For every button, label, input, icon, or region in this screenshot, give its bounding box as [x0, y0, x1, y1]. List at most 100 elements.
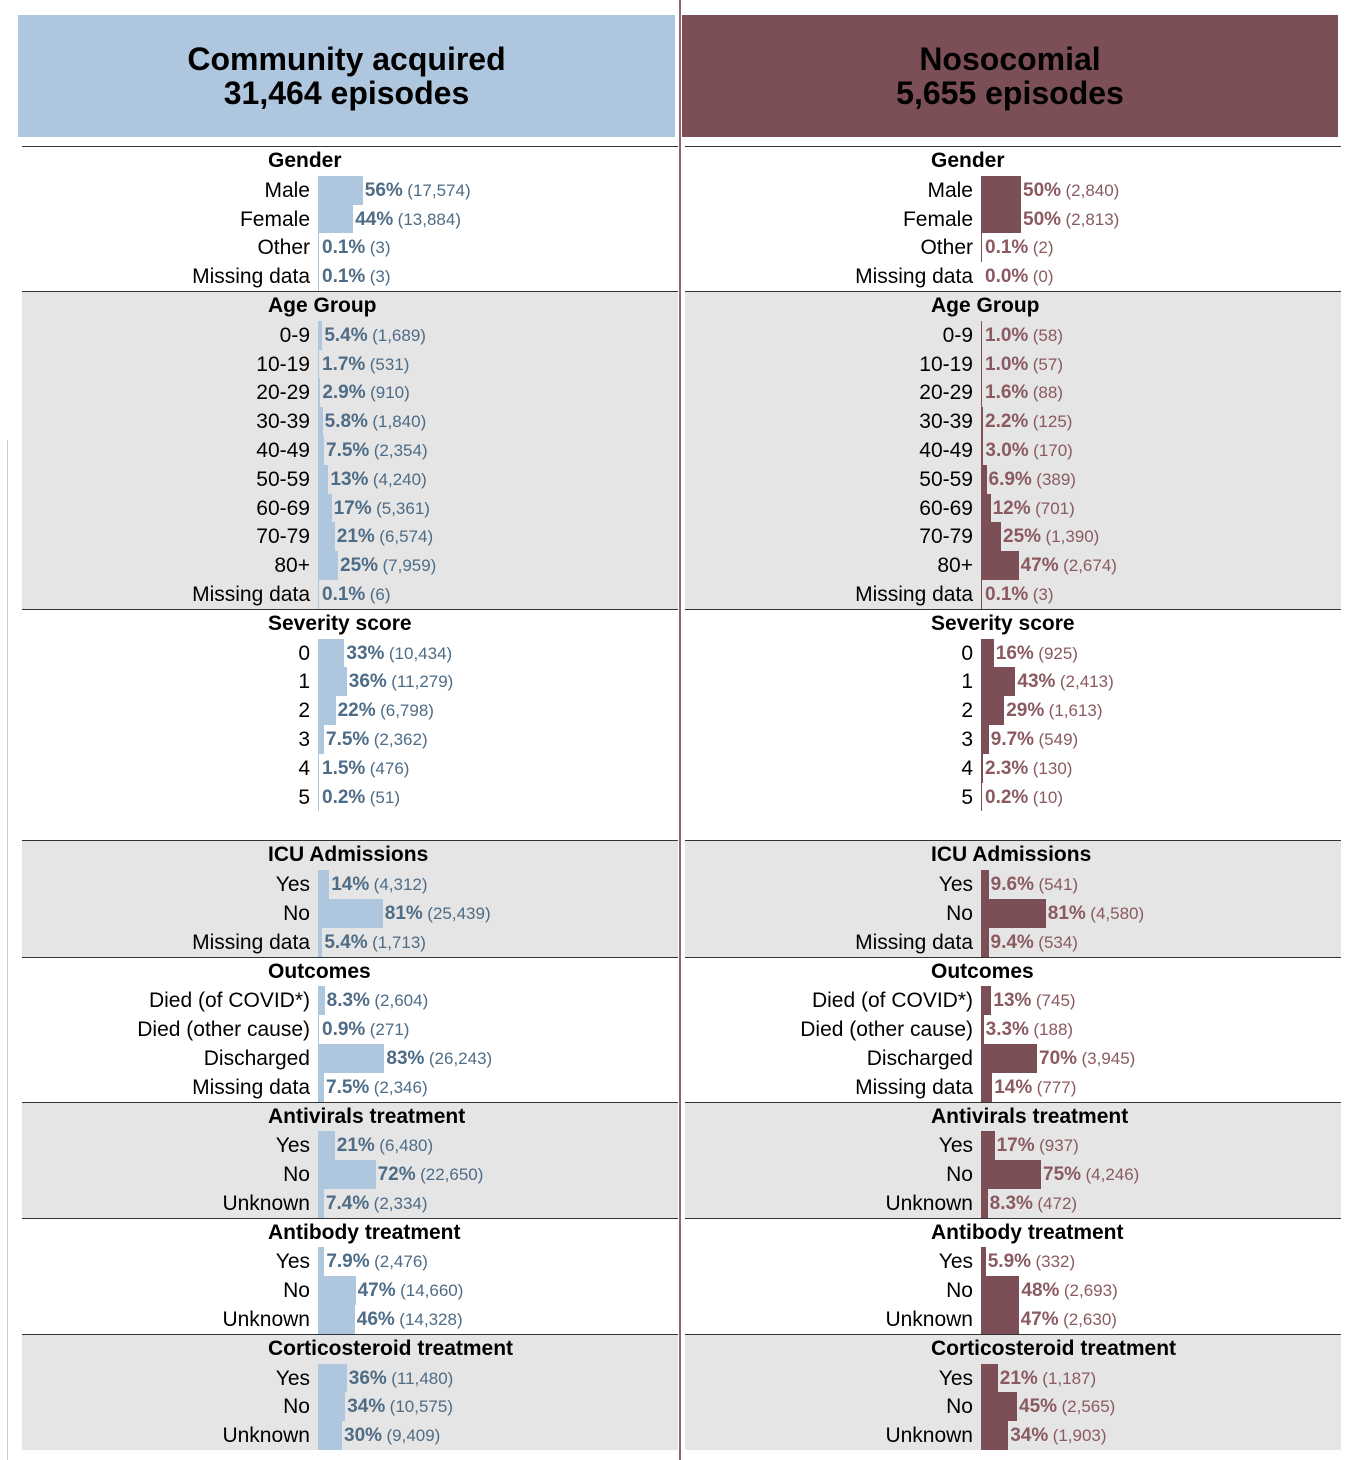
row-label: Missing data — [192, 1075, 310, 1099]
section-title-row: Severity score — [22, 610, 678, 639]
value-text: 9.6% (541) — [991, 870, 1078, 901]
section-title: Outcomes — [268, 959, 371, 983]
row-label: 60-69 — [256, 496, 310, 520]
row: 20-29 1.6% (88) — [685, 378, 1341, 408]
percent-label: 13% — [330, 468, 369, 490]
row: Other 0.1% (2) — [685, 233, 1341, 263]
bar — [981, 927, 989, 957]
row-label: No — [283, 1279, 310, 1303]
count-label: (26,243) — [428, 1048, 493, 1068]
count-label: (6,798) — [380, 701, 434, 721]
percent-label: 13% — [993, 990, 1032, 1012]
row-label: No — [283, 901, 310, 925]
percent-label: 46% — [356, 1309, 395, 1331]
value-text: 21% (1,187) — [1000, 1364, 1096, 1395]
count-label: (1,390) — [1045, 527, 1100, 547]
row: 0 33% (10,434) — [22, 638, 678, 670]
count-label: (476) — [369, 758, 410, 778]
percent-label: 29% — [1006, 700, 1045, 722]
value-text: 12% (701) — [993, 494, 1075, 525]
section: Gender Male 50% (2,840) Female 50% (2,813) Ot… — [685, 146, 1341, 291]
percent-label: 1.0% — [985, 353, 1029, 375]
row: No 45% (2,565) — [685, 1392, 1341, 1422]
percent-label: 17% — [333, 497, 372, 519]
row-label: No — [946, 1163, 973, 1187]
percent-label: 0.1% — [985, 583, 1029, 605]
value-text: 36% (11,480) — [349, 1364, 454, 1395]
count-label: (125) — [1032, 412, 1073, 432]
header-subtitle: 31,464 episodes — [223, 75, 470, 111]
value-text: 5.4% (1,689) — [324, 321, 426, 352]
value-text: 2.3% (130) — [985, 754, 1072, 785]
row-label: 70-79 — [256, 525, 310, 549]
count-label: (6,480) — [379, 1136, 434, 1156]
bar — [318, 204, 354, 234]
percent-label: 30% — [344, 1425, 383, 1447]
bar — [981, 986, 992, 1016]
percent-label: 56% — [364, 179, 403, 201]
count-label: (910) — [370, 383, 410, 403]
value-text: 50% (2,840) — [1023, 176, 1119, 207]
count-label: (11,279) — [391, 672, 454, 692]
section-title: Age Group — [268, 293, 377, 317]
percent-label: 0.1% — [322, 583, 366, 605]
percent-label: 2.9% — [322, 382, 366, 404]
bar — [981, 1188, 988, 1218]
percent-label: 34% — [1010, 1425, 1049, 1447]
percent-label: 25% — [340, 555, 379, 577]
row-label: Unknown — [885, 1308, 973, 1332]
percent-label: 25% — [1003, 526, 1042, 548]
bar — [318, 986, 325, 1016]
percent-label: 5.8% — [324, 411, 368, 433]
bar — [981, 1247, 986, 1277]
bar — [318, 1160, 376, 1189]
bar — [318, 638, 345, 668]
count-label: (3) — [1032, 584, 1054, 604]
value-text: 33% (10,434) — [346, 639, 452, 670]
value-text: 0.2% (10) — [985, 783, 1063, 814]
percent-label: 0.1% — [322, 266, 366, 288]
sections: Gender Male 56% (17,574) Female 44% (13,884)… — [22, 146, 678, 1451]
percent-label: 72% — [377, 1164, 416, 1186]
row-label: Died (other cause) — [800, 1018, 973, 1042]
row: 60-69 12% (701) — [685, 493, 1341, 525]
row-label: Missing data — [855, 265, 973, 289]
row: 50-59 13% (4,240) — [22, 464, 678, 494]
value-text: 72% (22,650) — [378, 1160, 484, 1191]
section: Gender Male 56% (17,574) Female 44% (13,884)… — [22, 146, 678, 291]
row-label: 10-19 — [919, 352, 973, 376]
percent-label: 12% — [992, 497, 1031, 519]
value-text: 9.4% (534) — [991, 928, 1078, 959]
bar — [981, 1131, 995, 1161]
row: No 75% (4,246) — [685, 1160, 1341, 1189]
bar — [981, 1392, 1017, 1422]
percent-label: 7.4% — [325, 1192, 370, 1214]
row-label: Missing data — [192, 930, 310, 954]
bar — [318, 435, 324, 465]
bar — [981, 320, 982, 350]
bar — [318, 753, 320, 783]
section-title-row: Age Group — [22, 292, 678, 321]
row: 1 36% (11,279) — [22, 667, 678, 697]
value-text: 25% (1,390) — [1003, 522, 1099, 553]
row: 2 22% (6,798) — [22, 696, 678, 725]
count-label: (3,945) — [1081, 1048, 1136, 1068]
value-text: 56% (17,574) — [365, 176, 471, 207]
row-label: Yes — [938, 1134, 973, 1158]
edge-line — [7, 440, 8, 1460]
bar — [318, 898, 383, 928]
percent-label: 5.4% — [324, 324, 368, 346]
row: Missing data 14% (777) — [685, 1072, 1341, 1102]
percent-label: 47% — [1020, 1309, 1059, 1331]
percent-label: 0.1% — [985, 237, 1029, 259]
count-label: (2,674) — [1063, 556, 1117, 576]
row: Yes 9.6% (541) — [685, 870, 1341, 899]
bar — [318, 1305, 355, 1334]
section-title: Antivirals treatment — [268, 1104, 466, 1128]
percent-label: 50% — [1023, 208, 1062, 230]
percent-label: 16% — [995, 642, 1034, 664]
percent-label: 83% — [386, 1047, 425, 1069]
bar — [981, 1276, 1020, 1306]
row: Yes 5.9% (332) — [685, 1247, 1341, 1277]
row: Yes 14% (4,312) — [22, 870, 678, 899]
